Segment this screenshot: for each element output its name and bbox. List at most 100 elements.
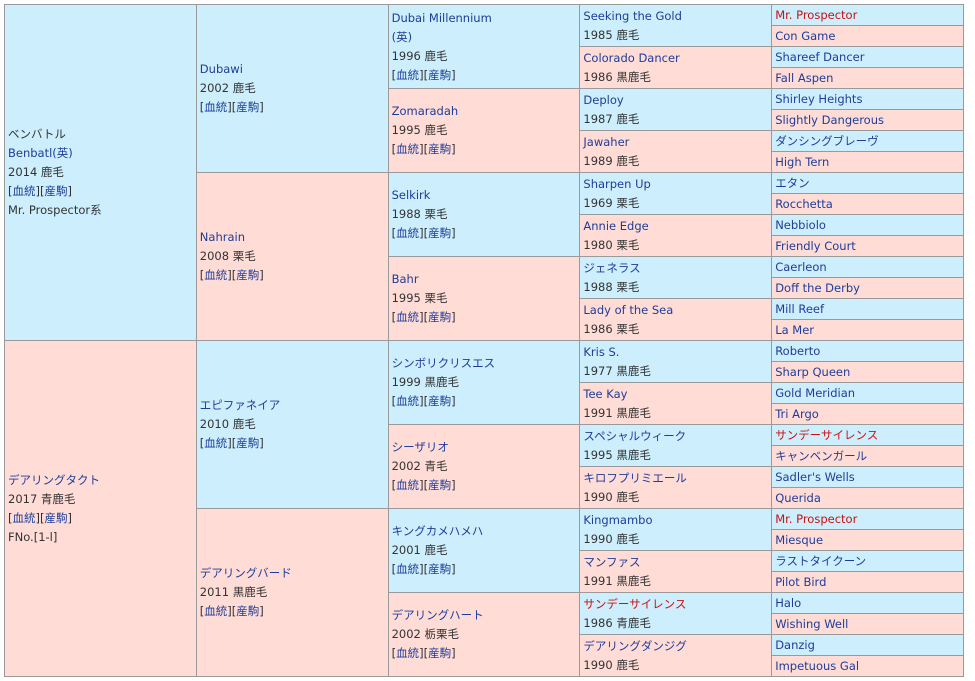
horse-name-link[interactable]: Benbatl(英) <box>8 146 73 160</box>
pedigree-link[interactable]: 血統 <box>396 646 420 660</box>
offspring-link[interactable]: 産駒 <box>428 478 452 492</box>
offspring-link[interactable]: 産駒 <box>236 604 260 618</box>
horse-name-link[interactable]: Impetuous Gal <box>775 658 860 673</box>
horse-name-link[interactable]: Jawaher <box>583 134 630 149</box>
offspring-link[interactable]: 産駒 <box>428 142 452 156</box>
horse-name-link[interactable]: デアリングダンジグ <box>583 638 687 653</box>
horse-name-link[interactable]: Con Game <box>775 28 836 43</box>
horse-name-link[interactable]: サンデーサイレンス <box>583 596 687 611</box>
horse-name-link[interactable]: スペシャルウィーク <box>583 428 687 443</box>
horse-name-link[interactable]: エピファネイア <box>199 398 281 412</box>
horse-name-link[interactable]: キャンベンガール <box>775 448 868 463</box>
horse-name-link[interactable]: エタン <box>775 175 810 190</box>
horse-name-link[interactable]: Caerleon <box>775 259 827 274</box>
horse-name-link[interactable]: Tri Argo <box>775 406 819 421</box>
pedigree-link[interactable]: 血統 <box>12 184 36 198</box>
horse-name-link[interactable]: Nahrain <box>199 230 245 244</box>
horse-name-link[interactable]: ラストタイクーン <box>775 553 867 568</box>
horse-name-link[interactable]: デアリングタクト <box>8 472 100 487</box>
horse-name-link[interactable]: Dubai Millennium <box>391 10 492 25</box>
horse-name-line: Seeking the Gold <box>583 7 768 26</box>
horse-name-link[interactable]: サンデーサイレンス <box>775 427 879 442</box>
offspring-link[interactable]: 産駒 <box>428 67 452 82</box>
horse-name-line: デアリングハート <box>392 606 577 625</box>
horse-name-link[interactable]: Pilot Bird <box>775 574 827 589</box>
horse-name-link[interactable]: Sadler's Wells <box>775 469 855 484</box>
horse-name-line: Doff the Derby <box>775 279 960 298</box>
offspring-link[interactable]: 産駒 <box>428 310 452 324</box>
horse-name-link[interactable]: シーザリオ <box>391 440 449 454</box>
offspring-link[interactable]: 産駒 <box>236 100 260 114</box>
horse-name-link[interactable]: Zomaradah <box>391 104 459 118</box>
horse-name-link[interactable]: Dubawi <box>199 62 243 76</box>
horse-name-link[interactable]: キングカメハメハ <box>391 524 484 538</box>
horse-name-link[interactable]: Halo <box>775 595 802 610</box>
horse-name-link[interactable]: Friendly Court <box>775 238 856 253</box>
horse-name-link[interactable]: La Mer <box>775 322 815 337</box>
pedigree-link[interactable]: 血統 <box>12 510 36 525</box>
horse-name-link[interactable]: Tee Kay <box>583 386 628 401</box>
offspring-link[interactable]: 産駒 <box>236 268 260 282</box>
horse-name-link[interactable]: Sharp Queen <box>775 364 851 379</box>
horse-name-link[interactable]: Slightly Dangerous <box>775 112 884 127</box>
horse-name-link[interactable]: ダンシングブレーヴ <box>775 133 879 148</box>
pedigree-link[interactable]: 血統 <box>396 562 420 576</box>
pedigree-link[interactable]: 血統 <box>396 67 420 82</box>
horse-name-link[interactable]: Sharpen Up <box>583 176 651 191</box>
horse-name-link[interactable]: デアリングバード <box>199 566 292 580</box>
horse-name-link[interactable]: Mr. Prospector <box>775 511 858 526</box>
horse-name-link[interactable]: Mr. Prospector <box>775 7 858 22</box>
horse-name-link[interactable]: Danzig <box>775 637 815 652</box>
horse-name-link[interactable]: Deploy <box>583 92 624 107</box>
horse-name-link[interactable]: Lady of the Sea <box>583 302 674 317</box>
horse-name-link[interactable]: Doff the Derby <box>775 280 860 295</box>
horse-name-link[interactable]: Gold Meridian <box>775 385 856 400</box>
horse-name-line: Mr. Prospector <box>775 6 960 25</box>
pedigree-link[interactable]: 血統 <box>204 604 228 618</box>
offspring-link[interactable]: 産駒 <box>44 510 68 525</box>
horse-name-link[interactable]: Kris S. <box>583 344 620 359</box>
offspring-link[interactable]: 産駒 <box>428 562 452 576</box>
horse-name-link[interactable]: Seeking the Gold <box>583 8 682 23</box>
ancestor-cell: Roberto <box>771 340 964 362</box>
horse-name-line: Deploy <box>583 91 768 110</box>
horse-name-link[interactable]: Nebbiolo <box>775 217 826 232</box>
horse-name-link[interactable]: デアリングハート <box>391 608 484 622</box>
horse-name-link[interactable]: Mill Reef <box>775 301 825 316</box>
horse-name-link[interactable]: Colorado Dancer <box>583 50 680 65</box>
offspring-link[interactable]: 産駒 <box>428 226 452 240</box>
pedigree-link[interactable]: 血統 <box>204 100 228 114</box>
horse-name-link[interactable]: Shareef Dancer <box>775 49 865 64</box>
ancestor-cell: デアリングバード 2011 黒鹿毛 [血統][産駒] <box>195 508 389 677</box>
birth-year-color: 1990 鹿毛 <box>583 489 640 504</box>
horse-name-link[interactable]: Miesque <box>775 532 824 547</box>
horse-name-link[interactable]: Selkirk <box>391 188 431 202</box>
offspring-link[interactable]: 産駒 <box>44 184 68 198</box>
pedigree-row: Colorado Dancer 1986 黒鹿毛 Shareef Dancer <box>5 46 964 89</box>
horse-name-link[interactable]: Roberto <box>775 343 821 358</box>
horse-name-link[interactable]: マンファス <box>583 554 641 569</box>
horse-name-link[interactable]: Shirley Heights <box>775 91 863 106</box>
offspring-link[interactable]: 産駒 <box>428 646 452 660</box>
pedigree-link[interactable]: 血統 <box>396 394 420 408</box>
origin-link[interactable]: (英) <box>391 29 413 44</box>
pedigree-link[interactable]: 血統 <box>396 226 420 240</box>
pedigree-link[interactable]: 血統 <box>204 436 228 450</box>
horse-name-link[interactable]: Annie Edge <box>583 218 649 233</box>
pedigree-link[interactable]: 血統 <box>396 310 420 324</box>
horse-name-link[interactable]: ジェネラス <box>583 260 641 275</box>
horse-name-link[interactable]: Querida <box>775 490 821 505</box>
horse-name-link[interactable]: Wishing Well <box>775 616 849 631</box>
horse-name-link[interactable]: Bahr <box>391 272 419 286</box>
horse-name-link[interactable]: Rocchetta <box>775 196 833 211</box>
horse-name-link[interactable]: Kingmambo <box>583 512 653 527</box>
offspring-link[interactable]: 産駒 <box>236 436 260 450</box>
pedigree-link[interactable]: 血統 <box>396 478 420 492</box>
horse-name-link[interactable]: シンボリクリスエス <box>391 356 496 370</box>
pedigree-link[interactable]: 血統 <box>204 268 228 282</box>
horse-name-link[interactable]: キロフプリミエール <box>583 470 687 485</box>
offspring-link[interactable]: 産駒 <box>428 394 452 408</box>
horse-name-link[interactable]: Fall Aspen <box>775 70 834 85</box>
pedigree-link[interactable]: 血統 <box>396 142 420 156</box>
horse-name-link[interactable]: High Tern <box>775 154 830 169</box>
